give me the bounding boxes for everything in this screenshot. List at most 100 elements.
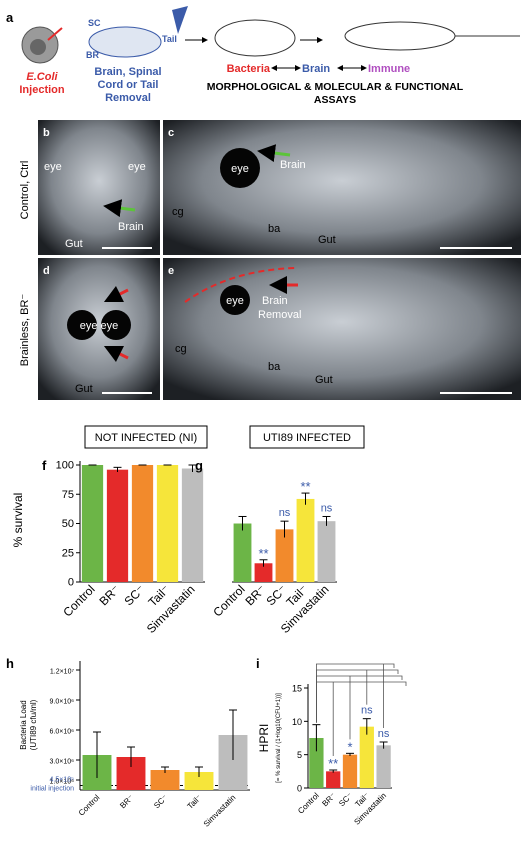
x-tick-label: Control: [60, 582, 97, 619]
x-tick-label: Control: [77, 793, 102, 818]
y-axis-label: Bacteria Load: [19, 700, 28, 749]
x-tick-label: Control: [210, 582, 247, 619]
bar: [81, 465, 104, 582]
row-label: Control, Ctrl: [19, 161, 31, 220]
photo-label: ba: [268, 223, 281, 235]
eye-shape: [220, 148, 260, 188]
significance: ns: [279, 507, 291, 519]
y-tick-label: 5: [297, 750, 302, 760]
panel-letter: a: [6, 10, 14, 25]
photo-label: Gut: [315, 374, 333, 386]
x-tick-label: SC⁻: [152, 793, 169, 810]
pointer-arrow: [103, 345, 129, 363]
x-tick-label: SC⁻: [263, 582, 289, 608]
bar: [181, 468, 204, 582]
significance: *: [347, 739, 352, 754]
panel-letter: e: [168, 265, 174, 277]
eye-shape: [220, 285, 250, 315]
tadpole-icon: [214, 19, 296, 57]
bar: [359, 726, 374, 788]
removal-label: Cord or Tail: [98, 79, 159, 91]
egg-icon: [30, 39, 46, 55]
chart-title: UTI89 INFECTED: [263, 432, 351, 444]
bar: [156, 465, 179, 582]
significance: ns: [361, 705, 373, 717]
y-tick-label: 6.0×10⁶: [50, 729, 75, 736]
eye-shape: [67, 310, 97, 340]
bar: [376, 745, 391, 788]
y-tick-label: 3.0×10⁶: [50, 759, 75, 766]
chart-title: NOT INFECTED (NI): [95, 432, 197, 444]
photo: [38, 258, 160, 400]
photo-label: Gut: [318, 234, 336, 246]
photo-label: cg: [175, 343, 187, 355]
bar: [342, 754, 358, 788]
embryo-icon: [88, 26, 162, 58]
comparison-bracket: [316, 663, 395, 723]
baseline-label: 4.5×10⁵: [49, 777, 74, 784]
x-tick-label: BR⁻: [118, 793, 135, 810]
significance: **: [300, 479, 310, 494]
photo: [163, 120, 521, 255]
removal-outline: [184, 267, 296, 303]
panel-letter: f: [42, 458, 47, 473]
photo-label: eye: [231, 163, 249, 175]
photo-label: eye: [226, 295, 244, 307]
y-tick-label: 100: [56, 460, 74, 472]
title-box: [84, 425, 208, 449]
photo-label: Brain: [118, 221, 144, 233]
y-tick-label: 1.0×10⁶: [50, 779, 75, 786]
bar: [233, 523, 252, 582]
photo-label: Brain: [280, 159, 306, 171]
photo-label: ba: [268, 361, 281, 373]
y-tick-label: 0: [68, 577, 74, 589]
cut-icon: [172, 6, 188, 34]
bar: [131, 465, 154, 582]
pointer-arrow: [103, 285, 129, 303]
panel-letter: c: [168, 127, 174, 139]
photo-label: Gut: [65, 238, 83, 250]
brain-label: Brain: [302, 63, 330, 75]
y-axis-label: [= % survival / (1+log10(CFU+1))]: [276, 693, 282, 783]
x-tick-label: Tail⁻: [186, 793, 204, 811]
x-tick-label: Simvastatin: [352, 791, 388, 827]
bar: [150, 770, 180, 790]
photo-label: Brain: [262, 295, 288, 307]
bar: [275, 529, 294, 582]
bar: [184, 772, 214, 790]
x-tick-label: SC⁻: [121, 582, 147, 608]
x-tick-label: BR⁻: [96, 582, 122, 608]
comparison-bracket: [316, 675, 403, 723]
bar: [317, 521, 336, 582]
y-tick-label: 9.0×10⁶: [50, 699, 75, 706]
x-tick-label: Simvastatin: [202, 793, 238, 829]
bacteria-label: Bacteria: [227, 63, 271, 75]
assays-label: ASSAYS: [314, 94, 356, 106]
bar: [326, 771, 341, 788]
pointer-arrow: [257, 144, 291, 163]
photo-label: Removal: [258, 309, 301, 321]
bar: [254, 563, 273, 582]
photo: [163, 258, 521, 400]
photo-label: eye: [44, 161, 62, 173]
panel-letter: d: [43, 265, 50, 277]
x-tick-label: BR⁻: [320, 791, 337, 808]
y-axis-label: (UTI89 cfu/ml): [29, 699, 38, 750]
y-axis-label: % survival: [11, 493, 25, 548]
photo-label: eye: [128, 161, 146, 173]
y-tick-label: 0: [297, 784, 302, 794]
eye-shape: [101, 310, 131, 340]
injection-label: E.Coli: [26, 71, 58, 83]
bar: [106, 469, 129, 582]
photo-label: cg: [172, 206, 184, 218]
baseline-label: initial injection: [30, 786, 74, 793]
panel-letter: b: [43, 127, 50, 139]
panel-letter: i: [256, 656, 260, 671]
injection-label: Injection: [19, 84, 65, 96]
bar: [309, 738, 324, 788]
assays-label: MORPHOLOGICAL & MOLECULAR & FUNCTIONAL: [207, 81, 464, 93]
tadpole-icon: [344, 21, 456, 51]
photo-panels: Control, Ctrl Brainless, BR⁻ b eye eye B…: [19, 120, 521, 400]
pointer-arrow: [103, 199, 136, 218]
y-tick-label: 25: [62, 547, 74, 559]
